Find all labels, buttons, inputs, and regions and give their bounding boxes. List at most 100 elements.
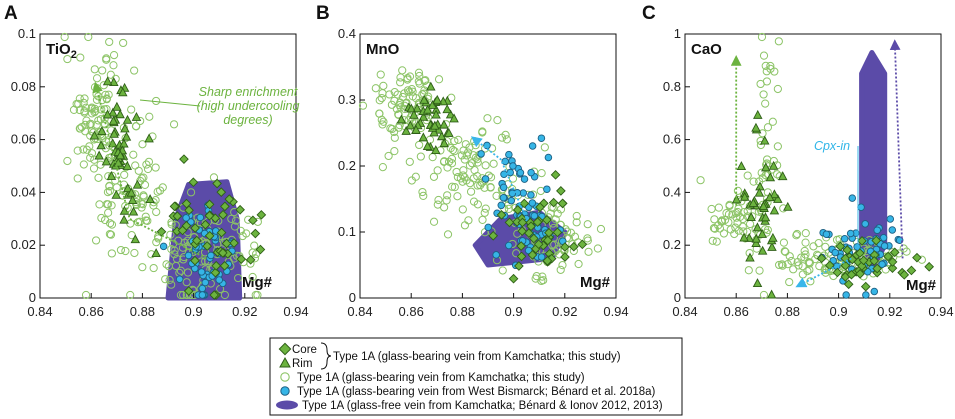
blue-circle-point: [857, 203, 865, 212]
blue-circle-point: [175, 275, 184, 284]
open-circle-point: [583, 220, 592, 229]
open-circle-point: [773, 142, 782, 151]
open-circle-point: [390, 147, 399, 156]
open-circle-point: [730, 229, 739, 239]
core-diamond-point: [527, 250, 538, 260]
open-circle-point: [762, 77, 772, 86]
legend: Core Rim Type 1A (glass-bearing vein fro…: [269, 337, 683, 416]
open-circle-point: [792, 229, 802, 239]
rim-triangle-point: [132, 179, 143, 189]
blue-circle-point: [499, 183, 508, 192]
open-circle-point: [492, 191, 501, 201]
open-circle-point: [757, 32, 767, 42]
x-tick-label: 0.86: [79, 304, 104, 319]
open-circle-point: [105, 229, 114, 239]
core-diamond-point: [504, 217, 515, 228]
rim-triangle-point: [101, 156, 112, 166]
rim-triangle-point: [768, 160, 779, 170]
core-diamond-point: [248, 215, 258, 226]
core-diamond-point: [847, 254, 858, 265]
open-circle-point: [375, 96, 384, 105]
annotation-line-2: (high undercooling: [197, 99, 300, 113]
panel-b: B MnO Mg# 00.10.20.30.4 0.84 0.86 0.88 0.9 0…: [316, 3, 629, 319]
x-tick-label: 0.94: [603, 304, 628, 319]
open-circle-point: [176, 290, 185, 300]
open-circle-point: [138, 200, 147, 209]
rim-triangle-point: [112, 101, 122, 111]
rim-triangle-point: [746, 212, 756, 222]
purple-trend-arrow: [889, 39, 904, 259]
open-circle-point: [183, 268, 193, 277]
open-circle-point: [142, 160, 151, 169]
blue-circle-point: [520, 175, 529, 183]
blue-circle-point: [505, 150, 513, 159]
open-circle-point: [785, 252, 794, 261]
open-circle-point: [170, 250, 179, 259]
open-circle-point: [414, 68, 424, 77]
core-diamond-point: [177, 225, 188, 236]
open-circle-point: [719, 229, 729, 238]
legend-blue-circle-text: Type 1A (glass-bearing vein from West Bi…: [297, 386, 656, 398]
open-circle-point: [696, 176, 705, 185]
open-circle-point: [376, 70, 385, 79]
open-circle-point: [433, 166, 442, 175]
open-circle-point: [165, 275, 174, 285]
open-circle-point: [443, 230, 453, 239]
open-circle-point: [95, 200, 104, 209]
open-circle-point: [446, 144, 455, 153]
purple-field: [859, 50, 888, 269]
core-diamond-point: [209, 290, 220, 300]
legend-open-circle-text: Type 1A (glass-bearing vein from Kamchat…: [297, 372, 585, 384]
open-circle-point: [116, 245, 126, 255]
x-tick-label: 0.9: [505, 304, 523, 319]
core-diamond-point: [899, 269, 910, 280]
open-circle-point: [390, 133, 399, 142]
open-circle-point: [473, 155, 482, 164]
open-circle-point: [780, 247, 789, 256]
core-diamond-point: [211, 260, 222, 271]
blue-circle-point: [880, 242, 889, 250]
open-circle-point: [566, 228, 576, 237]
open-circle-point: [760, 225, 770, 234]
blue-circle-point: [215, 276, 223, 284]
rim-triangle-point: [769, 189, 780, 199]
blue-circle-point: [831, 248, 839, 257]
legend-frame: [269, 337, 683, 416]
open-circle-point: [101, 120, 110, 129]
oxide-label-a: TiO2: [46, 41, 77, 61]
open-circle-point: [478, 215, 487, 225]
core-diamond-point: [169, 201, 180, 212]
open-circle-point: [473, 181, 482, 190]
open-circle-point: [408, 87, 417, 96]
open-circle-point: [144, 157, 154, 166]
rim-triangle-point: [108, 115, 119, 125]
open-circle-point: [138, 140, 147, 149]
rim-triangle-point: [731, 194, 742, 204]
core-diamond-point: [924, 261, 935, 272]
open-circle-point: [708, 236, 717, 245]
open-circle-point: [139, 191, 148, 200]
open-circle-point: [714, 203, 723, 212]
open-circle-point: [572, 218, 581, 227]
blue-trend-arrow: [795, 257, 852, 288]
blue-circle-point: [524, 246, 533, 255]
open-circle-point: [415, 79, 424, 88]
y-tick-label: 0: [29, 290, 36, 305]
blue-circle-point: [537, 253, 546, 261]
core-diamond-point: [256, 209, 267, 220]
open-circle-point: [584, 247, 593, 256]
open-circle-point: [171, 261, 181, 271]
blue-circle-point: [499, 194, 508, 202]
rim-triangle-point: [419, 94, 429, 104]
open-circle-point: [428, 153, 437, 162]
open-circle-point: [531, 274, 540, 283]
x-tick-label: 0.92: [552, 304, 577, 319]
open-circle-point: [434, 195, 443, 205]
core-diamond-point: [529, 233, 539, 244]
open-circle-point: [486, 183, 495, 192]
core-diamond-point: [190, 255, 200, 266]
open-circle-point: [732, 213, 741, 222]
open-circle-point: [87, 103, 96, 112]
open-circle-point: [400, 89, 409, 98]
rim-triangle-point: [122, 114, 133, 124]
